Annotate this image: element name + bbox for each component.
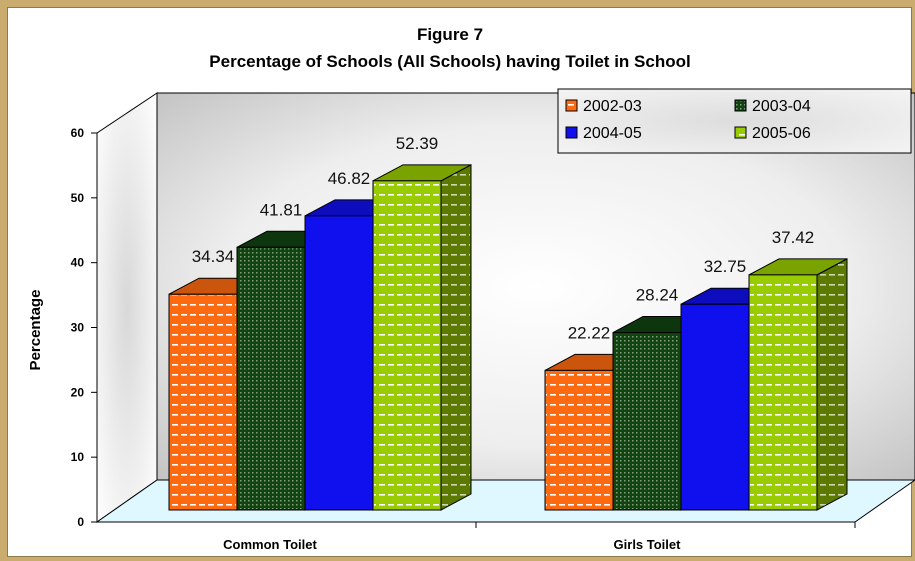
data-labels: 34.34 41.81 46.82 52.39 22.22 28.24 32.75 37.42: [192, 134, 815, 343]
y-tick-label: 30: [71, 321, 85, 335]
legend-label: 2002-03: [583, 98, 642, 115]
x-category-label: Common Toilet: [223, 537, 317, 552]
legend-item: 2002-03: [565, 98, 642, 115]
bar-pattern: [614, 333, 680, 509]
bar-pattern: [546, 371, 612, 509]
x-category-label: Girls Toilet: [614, 537, 682, 552]
bar-pattern: [170, 295, 236, 509]
data-label: 28.24: [636, 286, 679, 305]
data-label: 32.75: [704, 257, 747, 276]
y-tick-label: 60: [71, 126, 85, 140]
bar-pattern: [374, 181, 440, 509]
data-label: 46.82: [328, 169, 371, 188]
bar-front: [680, 303, 750, 511]
y-tick-label: 40: [71, 256, 85, 270]
bar: [372, 163, 472, 511]
data-label: 37.42: [772, 228, 815, 247]
legend-label: 2003-04: [752, 98, 811, 115]
legend-swatch-pattern: [736, 101, 745, 110]
legend-swatch-pattern: [736, 128, 745, 137]
data-label: 22.22: [568, 323, 611, 342]
legend-label: 2004-05: [583, 125, 642, 142]
legend-item: 2005-06: [734, 125, 811, 142]
data-label: 34.34: [192, 247, 235, 266]
legend-swatch-pattern: [567, 101, 576, 110]
legend: 2002-03 2003-04 2004-05 2005-06: [557, 88, 912, 154]
y-tick-label: 10: [71, 450, 85, 464]
side-wall: [96, 92, 158, 523]
bar-side-pattern: [442, 165, 470, 509]
chart-subtitle: Percentage of Schools (All Schools) havi…: [209, 52, 690, 71]
y-tick-label: 0: [77, 515, 84, 529]
bar-pattern: [238, 248, 304, 510]
legend-swatch: [565, 126, 578, 139]
bar: [748, 258, 848, 511]
chart-title: Figure 7: [417, 25, 483, 44]
bars: [168, 163, 848, 511]
y-axis-title: Percentage: [27, 290, 44, 371]
bar-pattern: [750, 275, 816, 509]
y-ticks: 0 10 20 30 40 50 60: [71, 126, 97, 529]
y-tick-label: 50: [71, 191, 85, 205]
y-tick-label: 20: [71, 385, 85, 399]
legend-label: 2005-06: [752, 125, 811, 142]
legend-item: 2004-05: [565, 125, 642, 142]
bar-side-pattern: [818, 259, 846, 509]
x-categories: Common Toilet Girls Toilet: [223, 522, 856, 552]
bar-front: [304, 215, 374, 511]
data-label: 41.81: [260, 200, 303, 219]
data-label: 52.39: [396, 134, 439, 153]
legend-item: 2003-04: [734, 98, 811, 115]
